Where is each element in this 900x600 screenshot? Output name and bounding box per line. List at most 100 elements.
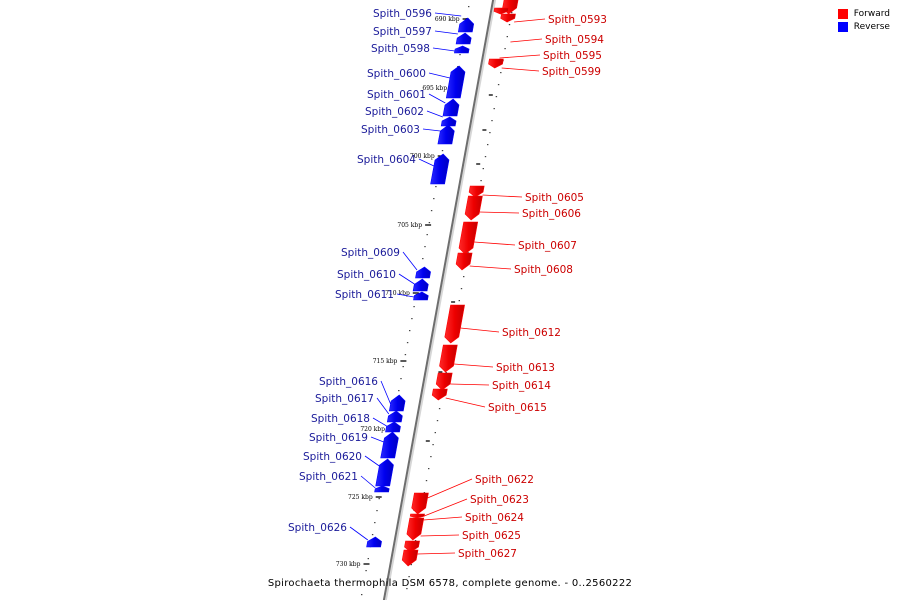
gene-label-spith-0623[interactable]: Spith_0623 <box>470 494 529 506</box>
minor-tick-left <box>441 150 444 152</box>
gene-label-spith-0604[interactable]: Spith_0604 <box>357 154 416 166</box>
kbp-tick-label: 690 kbp <box>435 16 460 23</box>
minor-tick-right <box>467 252 469 254</box>
gene-arrow-spith-0607[interactable] <box>458 221 479 255</box>
minor-tick-left <box>365 570 367 572</box>
gene-arrow-spith-0620[interactable] <box>375 458 394 487</box>
label-leader-line <box>418 158 435 167</box>
gene-arrow-spith-0600[interactable] <box>445 65 466 99</box>
minor-tick-left <box>374 522 376 524</box>
gene-arrow-spith-0595[interactable] <box>493 7 509 15</box>
gene-label-spith-0610[interactable]: Spith_0610 <box>337 269 396 281</box>
gene-label-spith-0616[interactable]: Spith_0616 <box>319 376 378 388</box>
gene-arrow-spith-0618[interactable] <box>385 421 401 433</box>
gene-arrow-spith-0604[interactable] <box>430 153 450 185</box>
gene-arrow-spith-0621[interactable] <box>374 485 390 493</box>
minor-tick-right <box>436 420 439 422</box>
gene-arrow-spith-0611[interactable] <box>413 291 429 301</box>
gene-label-spith-0622[interactable]: Spith_0622 <box>475 474 534 486</box>
label-leader-line <box>360 475 376 489</box>
label-leader-line <box>398 273 415 285</box>
kbp-tick-label: 705 kbp <box>397 222 422 229</box>
gene-label-spith-0607[interactable]: Spith_0607 <box>518 240 577 252</box>
gene-label-spith-0612[interactable]: Spith_0612 <box>502 327 561 339</box>
minor-tick-right <box>495 96 498 98</box>
gene-arrow-spith-0623[interactable] <box>409 513 425 519</box>
gene-arrow-spith-0601[interactable] <box>442 98 460 117</box>
gene-arrow-spith-0608[interactable] <box>455 252 473 271</box>
gene-label-spith-0621[interactable]: Spith_0621 <box>299 471 358 483</box>
gene-arrow-spith-0613[interactable] <box>439 344 458 373</box>
label-leader-line <box>427 478 473 499</box>
gene-arrow-spith-0626[interactable] <box>366 536 382 548</box>
gene-arrow-spith-0617[interactable] <box>386 410 403 423</box>
gene-label-spith-0624[interactable]: Spith_0624 <box>465 512 524 524</box>
gene-arrow-spith-0616[interactable] <box>388 394 406 412</box>
minor-tick-right <box>414 540 417 542</box>
gene-arrow-spith-0594[interactable] <box>500 13 516 23</box>
gene-label-spith-0620[interactable]: Spith_0620 <box>303 451 362 463</box>
gene-arrow-spith-0599[interactable] <box>488 58 504 69</box>
gene-arrow-spith-0612[interactable] <box>444 304 465 344</box>
kbp-tick-label: 695 kbp <box>422 85 447 92</box>
gene-label-spith-0611[interactable]: Spith_0611 <box>335 289 394 301</box>
label-leader-line <box>514 18 546 23</box>
label-leader-line <box>372 417 387 427</box>
label-leader-line <box>422 128 441 132</box>
gene-arrow-spith-0603[interactable] <box>437 124 455 145</box>
gene-arrow-spith-0610[interactable] <box>412 278 429 292</box>
legend-label-reverse: Reverse <box>853 22 890 32</box>
gene-label-spith-0600[interactable]: Spith_0600 <box>367 68 426 80</box>
gene-arrow-spith-0615[interactable] <box>431 388 448 401</box>
gene-label-spith-0617[interactable]: Spith_0617 <box>315 393 374 405</box>
gene-label-spith-0598[interactable]: Spith_0598 <box>371 43 430 55</box>
gene-label-spith-0606[interactable]: Spith_0606 <box>522 208 581 220</box>
gene-arrow-spith-0605[interactable] <box>468 185 485 198</box>
label-leader-line <box>417 552 456 555</box>
gene-label-spith-0597[interactable]: Spith_0597 <box>373 26 432 38</box>
gene-label-spith-0627[interactable]: Spith_0627 <box>458 548 517 560</box>
gene-arrow-spith-0627[interactable] <box>401 549 419 567</box>
gene-label-spith-0593[interactable]: Spith_0593 <box>548 14 607 26</box>
gene-label-spith-0601[interactable]: Spith_0601 <box>367 89 426 101</box>
label-leader-line <box>510 38 543 43</box>
gene-label-spith-0595[interactable]: Spith_0595 <box>543 50 602 62</box>
minor-tick-right <box>484 156 487 158</box>
gene-arrow-spith-0606[interactable] <box>464 195 483 221</box>
gene-arrow-spith-0596[interactable] <box>457 17 475 33</box>
legend-item-forward: Forward <box>837 9 890 19</box>
gene-label-spith-0596[interactable]: Spith_0596 <box>373 8 432 20</box>
gene-label-spith-0626[interactable]: Spith_0626 <box>288 522 347 534</box>
gene-label-spith-0615[interactable]: Spith_0615 <box>488 402 547 414</box>
minor-tick-right <box>438 408 441 410</box>
gene-label-spith-0618[interactable]: Spith_0618 <box>311 413 370 425</box>
gene-label-spith-0605[interactable]: Spith_0605 <box>525 192 584 204</box>
gene-arrow-spith-0598[interactable] <box>454 45 470 54</box>
gene-label-spith-0625[interactable]: Spith_0625 <box>462 530 521 542</box>
gene-label-spith-0609[interactable]: Spith_0609 <box>341 247 400 259</box>
minor-tick-left <box>398 390 400 392</box>
minor-tick-left <box>371 534 374 536</box>
gene-arrow-spith-0597[interactable] <box>455 32 472 45</box>
gene-arrow-spith-0602[interactable] <box>440 116 457 127</box>
minor-tick-left <box>363 582 365 584</box>
gene-arrow-spith-0614[interactable] <box>435 372 453 391</box>
gene-arrow-spith-0609[interactable] <box>415 266 431 279</box>
gene-label-spith-0603[interactable]: Spith_0603 <box>361 124 420 136</box>
gene-label-spith-0613[interactable]: Spith_0613 <box>496 362 555 374</box>
legend-label-forward: Forward <box>853 9 890 19</box>
gene-label-spith-0599[interactable]: Spith_0599 <box>542 66 601 78</box>
label-leader-line <box>396 293 415 298</box>
kbp-tick-label: 725 kbp <box>348 494 373 501</box>
gene-arrow-spith-0624[interactable] <box>406 517 425 541</box>
gene-label-spith-0619[interactable]: Spith_0619 <box>309 432 368 444</box>
gene-arrow-spith-0625[interactable] <box>404 540 420 553</box>
gene-label-spith-0594[interactable]: Spith_0594 <box>545 34 604 46</box>
minor-tick-right <box>410 564 412 566</box>
minor-tick-left <box>413 306 415 308</box>
gene-label-spith-0602[interactable]: Spith_0602 <box>365 106 424 118</box>
gene-arrow-spith-0622[interactable] <box>411 492 429 515</box>
gene-arrow-spith-0619[interactable] <box>380 431 399 459</box>
gene-label-spith-0614[interactable]: Spith_0614 <box>492 380 551 392</box>
gene-label-spith-0608[interactable]: Spith_0608 <box>514 264 573 276</box>
